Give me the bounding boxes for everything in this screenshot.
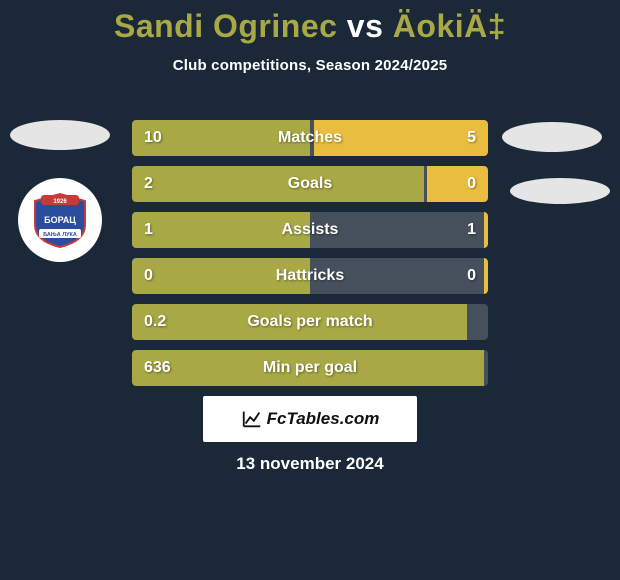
bar-left: [132, 350, 484, 386]
subtitle: Club competitions, Season 2024/2025: [0, 57, 620, 74]
placeholder-oval-left: [10, 120, 110, 150]
club-badge: 1926 БОРАЦ БАЊА ЛУКА: [18, 178, 102, 262]
bar-left: [132, 258, 310, 294]
vs-text: vs: [347, 8, 384, 44]
logo-text: FcTables.com: [267, 409, 380, 429]
stat-row-goals-per-match: 0.2Goals per match: [132, 304, 488, 340]
bar-right: [427, 166, 488, 202]
player2-name: ÄokiÄ‡: [393, 8, 506, 44]
bar-left: [132, 304, 467, 340]
bar-left: [132, 120, 310, 156]
stat-row-hattricks: 0Hattricks0: [132, 258, 488, 294]
comparison-bars: 10Matches5 2Goals0 1Assists1 0Hattricks0 0.2…: [132, 120, 488, 396]
badge-bottom-text: БАЊА ЛУКА: [43, 232, 77, 238]
club-badge-inner: 1926 БОРАЦ БАЊА ЛУКА: [31, 191, 89, 249]
right-value: 1: [467, 221, 476, 239]
placeholder-oval-right-1: [502, 122, 602, 152]
stat-row-matches: 10Matches5: [132, 120, 488, 156]
placeholder-oval-right-2: [510, 178, 610, 204]
content: Sandi Ogrinec vs ÄokiÄ‡ Club competition…: [0, 0, 620, 580]
page-title: Sandi Ogrinec vs ÄokiÄ‡: [0, 0, 620, 45]
bar-right: [484, 258, 488, 294]
stat-row-min-per-goal: 636Min per goal: [132, 350, 488, 386]
chart-icon: [241, 408, 263, 430]
bar-right: [484, 212, 488, 248]
stat-row-assists: 1Assists1: [132, 212, 488, 248]
player1-name: Sandi Ogrinec: [114, 8, 337, 44]
stat-row-goals: 2Goals0: [132, 166, 488, 202]
badge-year: 1926: [53, 199, 67, 205]
fctables-logo: FcTables.com: [203, 396, 417, 442]
bar-right: [314, 120, 488, 156]
bar-left: [132, 166, 424, 202]
badge-center-text: БОРАЦ: [44, 215, 76, 225]
shield-icon: 1926 БОРАЦ БАЊА ЛУКА: [31, 191, 89, 249]
bar-left: [132, 212, 310, 248]
right-value: 0: [467, 267, 476, 285]
date-text: 13 november 2024: [0, 454, 620, 474]
